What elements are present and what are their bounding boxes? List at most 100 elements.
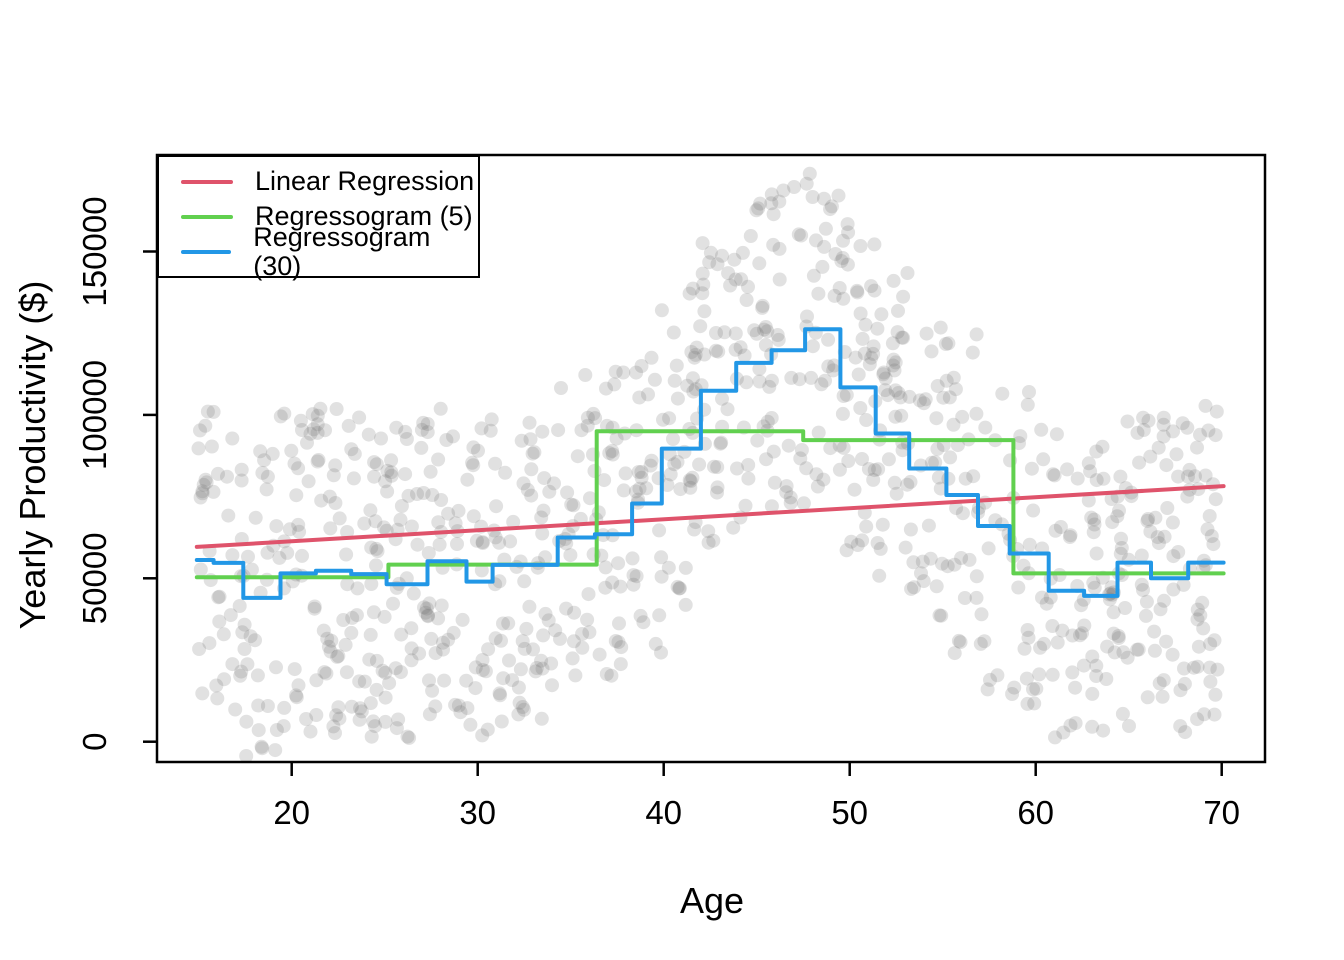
y-tick-label: 150000	[76, 196, 113, 306]
scatter-point	[1165, 515, 1180, 530]
scatter-point	[1148, 510, 1163, 525]
scatter-point	[307, 601, 322, 616]
scatter-point	[1160, 501, 1175, 515]
scatter-point	[866, 339, 881, 354]
scatter-point	[618, 466, 633, 481]
scatter-point	[629, 365, 644, 380]
scatter-point	[545, 678, 559, 693]
scatter-point	[524, 462, 539, 477]
scatter-point	[323, 644, 338, 659]
scatter-point	[404, 519, 419, 534]
scatter-point	[377, 520, 391, 535]
scatter-point	[710, 480, 725, 495]
scatter-point	[1033, 640, 1048, 655]
scatter-point	[930, 441, 945, 456]
scatter-point	[448, 516, 463, 531]
scatter-point	[475, 536, 490, 550]
scatter-point	[728, 326, 743, 341]
scatter-point	[424, 631, 439, 646]
scatter-point	[1169, 447, 1184, 462]
scatter-point	[441, 506, 456, 521]
scatter-point	[289, 688, 303, 703]
scatter-point	[940, 559, 955, 574]
scatter-point	[643, 458, 658, 473]
scatter-point	[1073, 628, 1087, 643]
scatter-point	[1114, 531, 1128, 546]
scatter-point	[1100, 639, 1115, 654]
scatter-point	[1180, 420, 1195, 435]
scatter-point	[811, 425, 826, 440]
scatter-point	[378, 474, 393, 489]
y-tick-label: 0	[76, 733, 113, 751]
scatter-point	[516, 476, 531, 491]
scatter-point	[933, 481, 948, 496]
scatter-point	[647, 372, 662, 387]
scatter-point	[534, 653, 549, 668]
scatter-point	[366, 605, 381, 620]
scatter-point	[1063, 718, 1078, 733]
scatter-point	[683, 474, 698, 489]
scatter-point	[654, 569, 669, 584]
scatter-point	[260, 545, 275, 560]
scatter-point	[1166, 424, 1180, 439]
scatter-point	[958, 471, 973, 486]
scatter-point	[824, 199, 839, 214]
scatter-point	[243, 629, 258, 644]
scatter-point	[827, 358, 842, 373]
scatter-point	[741, 471, 756, 486]
scatter-point	[211, 466, 225, 481]
scatter-point	[726, 520, 741, 535]
scatter-point	[369, 541, 384, 556]
scatter-point	[764, 187, 779, 202]
scatter-point	[662, 411, 677, 426]
scatter-point	[1060, 462, 1075, 477]
scatter-point	[802, 166, 817, 181]
scatter-point	[492, 535, 507, 550]
scatter-point	[1076, 658, 1091, 673]
scatter-point	[412, 646, 427, 661]
scatter-point	[548, 623, 563, 638]
scatter-point	[451, 503, 466, 518]
scatter-point	[367, 455, 382, 470]
scatter-point	[605, 447, 620, 462]
scatter-point	[818, 221, 833, 236]
scatter-point	[727, 252, 742, 267]
scatter-point	[1089, 669, 1104, 683]
scatter-point	[924, 344, 939, 359]
scatter-point	[888, 383, 903, 398]
scatter-point	[225, 657, 240, 672]
scatter-point	[1190, 712, 1205, 727]
scatter-point	[900, 266, 915, 280]
scatter-point	[425, 683, 440, 698]
scatter-point	[669, 358, 684, 373]
scatter-point	[983, 672, 997, 687]
scatter-point	[939, 373, 954, 388]
scatter-point	[1166, 549, 1181, 564]
scatter-point	[1013, 429, 1028, 444]
scatter-point	[683, 480, 698, 495]
scatter-point	[1157, 593, 1171, 608]
scatter-point	[839, 387, 854, 402]
scatter-point	[1130, 425, 1145, 440]
scatter-point	[758, 338, 773, 352]
scatter-point	[515, 700, 530, 714]
scatter-point	[781, 438, 796, 453]
scatter-point	[602, 446, 617, 461]
scatter-point	[480, 722, 495, 737]
scatter-point	[515, 634, 530, 649]
scatter-point	[1191, 639, 1206, 654]
scatter-point	[896, 289, 911, 304]
scatter-point	[402, 730, 417, 745]
scatter-point	[832, 281, 847, 295]
scatter-point	[432, 537, 447, 552]
scatter-point	[666, 325, 681, 340]
scatter-point	[1147, 643, 1162, 658]
scatter-point	[693, 319, 708, 334]
scatter-point	[534, 510, 549, 525]
scatter-point	[876, 365, 891, 380]
scatter-point	[853, 239, 868, 253]
scatter-point	[193, 562, 208, 577]
scatter-point	[228, 702, 243, 717]
x-tick-label: 40	[645, 794, 682, 831]
scatter-point	[248, 633, 262, 648]
